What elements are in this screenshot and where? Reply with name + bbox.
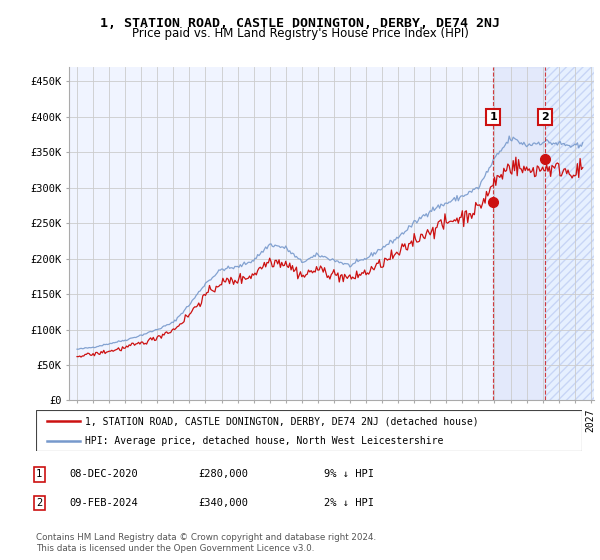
FancyBboxPatch shape [36,410,582,451]
Text: 09-FEB-2024: 09-FEB-2024 [69,498,138,508]
Text: 1, STATION ROAD, CASTLE DONINGTON, DERBY, DE74 2NJ: 1, STATION ROAD, CASTLE DONINGTON, DERBY… [100,17,500,30]
Text: £340,000: £340,000 [198,498,248,508]
Bar [545,67,594,400]
Text: 2: 2 [541,112,548,122]
Text: 2% ↓ HPI: 2% ↓ HPI [324,498,374,508]
Text: £280,000: £280,000 [198,469,248,479]
Text: Contains HM Land Registry data © Crown copyright and database right 2024.
This d: Contains HM Land Registry data © Crown c… [36,533,376,553]
Text: HPI: Average price, detached house, North West Leicestershire: HPI: Average price, detached house, Nort… [85,436,443,446]
Text: 08-DEC-2020: 08-DEC-2020 [69,469,138,479]
Bar [545,67,594,400]
Bar [493,67,545,400]
Text: 9% ↓ HPI: 9% ↓ HPI [324,469,374,479]
Text: Price paid vs. HM Land Registry's House Price Index (HPI): Price paid vs. HM Land Registry's House … [131,27,469,40]
Text: 1: 1 [36,469,42,479]
Text: 2: 2 [36,498,42,508]
Text: 1: 1 [489,112,497,122]
Text: 1, STATION ROAD, CASTLE DONINGTON, DERBY, DE74 2NJ (detached house): 1, STATION ROAD, CASTLE DONINGTON, DERBY… [85,417,479,426]
